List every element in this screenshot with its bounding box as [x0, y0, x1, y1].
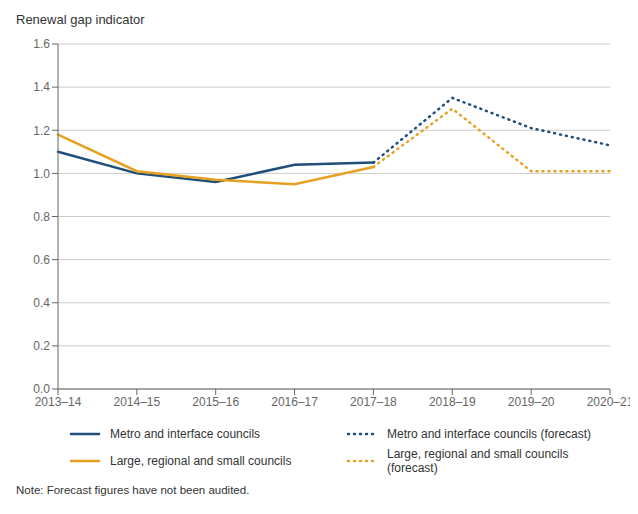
svg-text:2015–16: 2015–16: [192, 395, 239, 409]
svg-text:0.0: 0.0: [33, 382, 50, 396]
svg-text:2017–18: 2017–18: [350, 395, 397, 409]
svg-text:0.2: 0.2: [33, 339, 50, 353]
html-text:Large, regional and small coun: Large, regional and small councils: [110, 454, 292, 468]
svg-text:1.0: 1.0: [33, 167, 50, 181]
html-text:Metro and interface councils: Metro and interface councils: [110, 427, 261, 441]
html-text:Large, regional and small coun: Large, regional and small councils (fore…: [387, 447, 569, 475]
html-text:Note: Forecast figures have no: Note: Forecast figures have not been aud…: [16, 484, 250, 496]
svg-text:2019–20: 2019–20: [508, 395, 555, 409]
svg-text:2013–14: 2013–14: [35, 395, 82, 409]
svg-text:2020–21: 2020–21: [587, 395, 630, 409]
svg-text:1.4: 1.4: [33, 80, 50, 94]
svg-text:2016–17: 2016–17: [271, 395, 318, 409]
svg-text:1.2: 1.2: [33, 124, 50, 138]
svg-text:0.6: 0.6: [33, 253, 50, 267]
svg-text:0.4: 0.4: [33, 296, 50, 310]
svg-text:1.6: 1.6: [33, 37, 50, 51]
html-text:Metro and interface councils (: Metro and interface councils (forecast): [387, 427, 592, 441]
svg-text:0.8: 0.8: [33, 210, 50, 224]
html-text:Renewal gap indicator: Renewal gap indicator: [16, 12, 145, 27]
svg-text:2018–19: 2018–19: [429, 395, 476, 409]
svg-text:2014–15: 2014–15: [113, 395, 160, 409]
